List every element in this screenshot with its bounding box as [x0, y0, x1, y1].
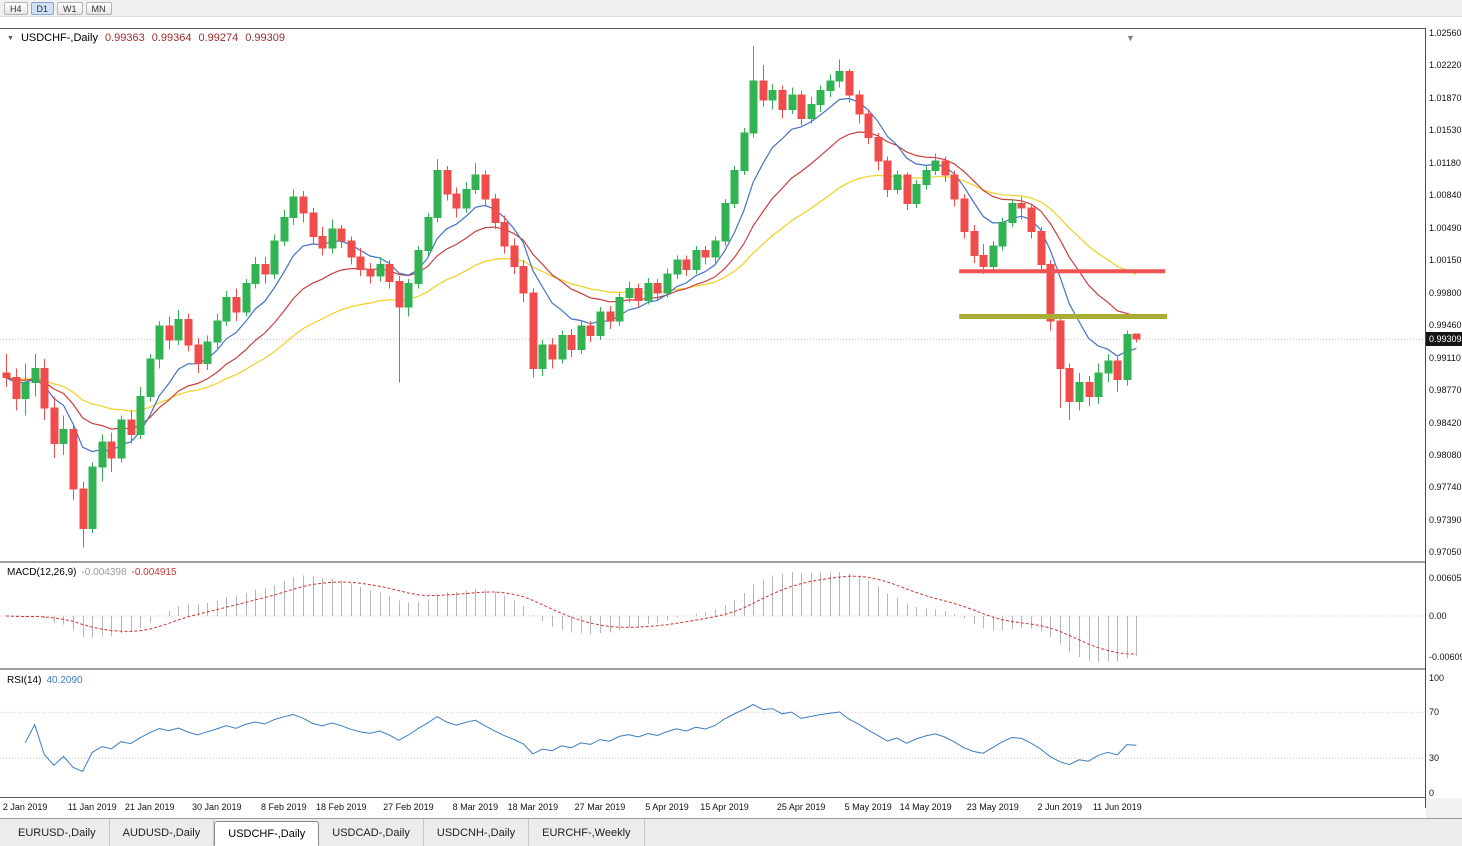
price-axis-label: 1.01870 [1429, 92, 1462, 103]
price-axis-label: 0.97390 [1429, 514, 1462, 525]
price-axis-label: 1.00840 [1429, 190, 1462, 200]
chevron-down-icon[interactable]: ▼ [7, 34, 14, 42]
macd-panel-canvas[interactable] [0, 563, 1425, 668]
macd-axis-label: -0.006096 [1429, 652, 1462, 662]
chart-tab-usdcnh[interactable]: USDCNH-,Daily [424, 819, 530, 846]
chart-bottom-border [0, 797, 1462, 798]
chart-tab-usdcad[interactable]: USDCAD-,Daily [319, 819, 424, 846]
date-label: 25 Apr 2019 [776, 802, 826, 812]
price-chart-canvas[interactable] [0, 28, 1425, 561]
chart-tab-eurchf[interactable]: EURCHF-,Weekly [529, 819, 645, 846]
price-axis-label: 0.97740 [1429, 482, 1462, 492]
rsi-label: RSI(14) 40.2090 [7, 675, 83, 686]
chart-tab-usdchf[interactable]: USDCHF-,Daily [214, 821, 320, 846]
date-label: 5 May 2019 [844, 802, 892, 812]
chart-window[interactable]: ▼ USDCHF-,Daily 0.99363 0.99364 0.99274 … [0, 17, 1462, 818]
price-axis-label: 1.02560 [1429, 28, 1462, 38]
price-axis-label: 1.01530 [1429, 125, 1462, 136]
price-axis-label: 1.00490 [1429, 222, 1462, 233]
timeframe-w1-button[interactable]: W1 [57, 1, 83, 15]
date-label: 27 Mar 2019 [574, 802, 626, 812]
chart-title: ▼ USDCHF-,Daily 0.99363 0.99364 0.99274 … [7, 32, 285, 44]
macd-signal-line [5, 575, 1137, 655]
ma-slow-line [5, 174, 1137, 412]
axis-corner [1426, 798, 1462, 818]
date-label: 11 Jun 2019 [1092, 802, 1142, 812]
price-axis-label: 0.98770 [1429, 384, 1462, 395]
price-axis-label: 0.99110 [1429, 352, 1461, 363]
rsi-panel-canvas[interactable] [0, 670, 1425, 797]
high-value: 0.99364 [151, 32, 192, 44]
bid-price-tag: 0.99309 [1426, 332, 1462, 347]
rsi-axis-label: 0 [1429, 787, 1435, 798]
date-label: 21 Jan 2019 [124, 802, 175, 812]
price-axis-label: 0.99460 [1429, 319, 1462, 330]
macd-main-value: -0.004398 [81, 567, 127, 578]
panel-separator-rsi[interactable] [0, 668, 1462, 670]
ma-fast-line [5, 97, 1137, 453]
macd-label: MACD(12,26,9) -0.004398 -0.004915 [7, 567, 177, 578]
date-label: 30 Jan 2019 [191, 802, 242, 812]
low-value: 0.99274 [198, 32, 239, 44]
chart-tabs-bar: EURUSD-,Daily AUDUSD-,Daily USDCHF-,Daily U… [0, 818, 1462, 846]
date-label: 14 May 2019 [899, 802, 952, 812]
chart-tab-eurusd[interactable]: EURUSD-,Daily [5, 819, 110, 846]
price-axis-label: 0.99800 [1429, 287, 1462, 298]
macd-axis-label: 0.00 [1429, 611, 1447, 621]
rsi-axis-label: 70 [1429, 707, 1440, 718]
open-value: 0.99363 [104, 32, 145, 44]
date-label: 2 Jun 2019 [1037, 802, 1083, 812]
symbol-label: USDCHF-,Daily [20, 32, 98, 44]
timeframe-mn-button[interactable]: MN [85, 1, 112, 15]
rsi-value: 40.2090 [46, 675, 83, 686]
candlestick-series [2, 46, 1141, 548]
ma-medium-line [5, 131, 1137, 430]
rsi-axis-label: 100 [1429, 672, 1445, 683]
date-label: 8 Mar 2019 [452, 802, 499, 812]
time-axis[interactable]: 2 Jan 2019 11 Jan 2019 21 Jan 2019 30 Jan 2… [0, 798, 1425, 818]
price-axis-label: 1.02220 [1429, 60, 1462, 71]
date-label: 8 Feb 2019 [261, 802, 307, 812]
date-label: 5 Apr 2019 [645, 802, 689, 812]
date-label: 27 Feb 2019 [383, 802, 434, 812]
chart-top-border [0, 28, 1462, 29]
timeframe-toolbar: H4 D1 W1 MN [0, 0, 1462, 17]
price-axis-label: 1.00150 [1429, 255, 1462, 265]
rsi-axis-label: 30 [1429, 753, 1440, 764]
timeframe-h4-button[interactable]: H4 [4, 1, 28, 15]
price-axis-label: 1.01180 [1429, 157, 1461, 168]
date-label: 23 May 2019 [966, 802, 1019, 812]
timeframe-d1-button[interactable]: D1 [30, 1, 55, 15]
macd-histogram [16, 571, 1137, 662]
panel-separator-macd[interactable] [0, 561, 1462, 563]
chart-tab-audusd[interactable]: AUDUSD-,Daily [110, 819, 215, 846]
macd-name: MACD(12,26,9) [7, 567, 77, 578]
rsi-line [24, 703, 1137, 773]
auto-scroll-icon[interactable]: ▼ [1126, 33, 1135, 43]
macd-axis-label: 0.006058 [1429, 573, 1462, 583]
date-label: 2 Jan 2019 [2, 802, 48, 812]
date-label: 18 Feb 2019 [316, 802, 367, 812]
date-label: 11 Jan 2019 [67, 802, 117, 812]
macd-signal-value: -0.004915 [131, 567, 177, 578]
date-label: 15 Apr 2019 [700, 802, 749, 812]
price-axis-label: 0.98420 [1429, 417, 1462, 428]
price-axis[interactable]: 0.99309 1.02560 1.02220 1.01870 1.01530 1.01… [1425, 28, 1462, 808]
close-value: 0.99309 [245, 32, 285, 44]
price-axis-label: 0.97050 [1429, 547, 1462, 557]
price-axis-label: 0.98080 [1429, 449, 1462, 460]
date-label: 18 Mar 2019 [507, 802, 559, 812]
rsi-name: RSI(14) [7, 675, 42, 686]
